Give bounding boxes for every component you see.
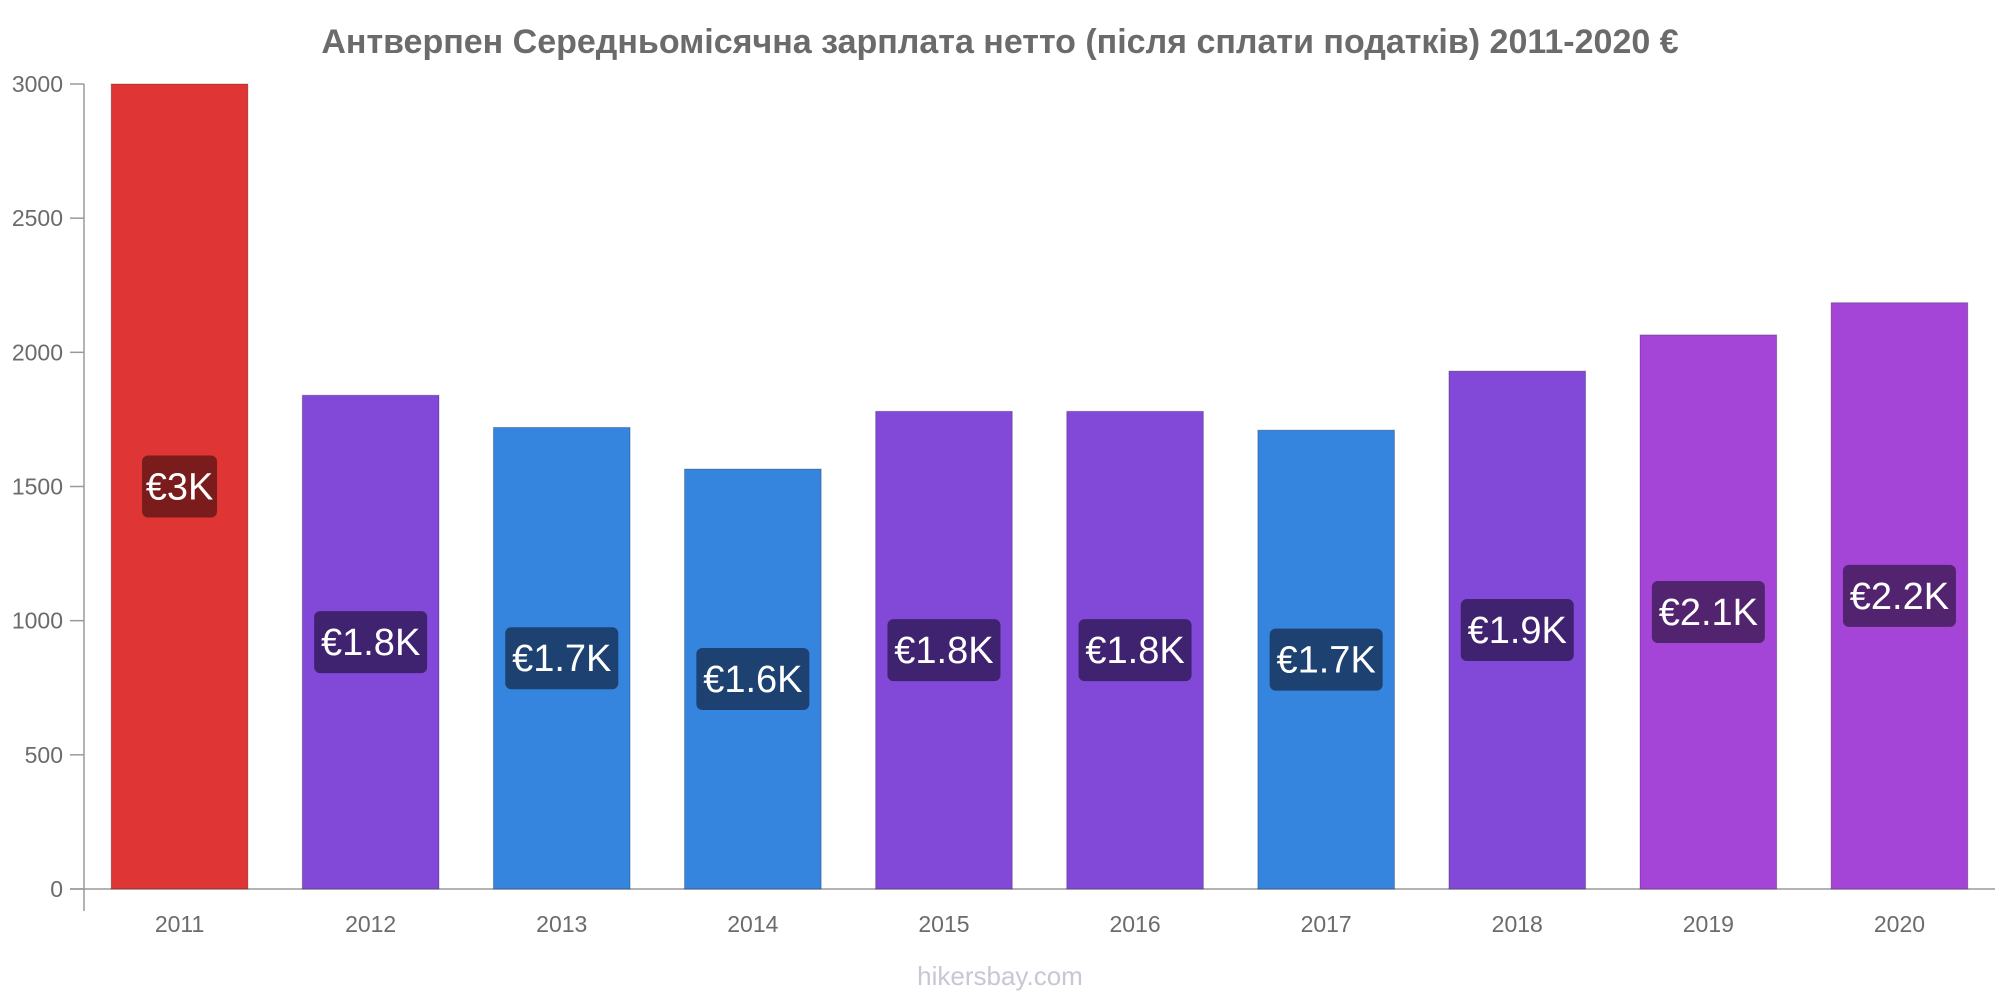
data-label-text: €2.1K [1659,592,1758,634]
y-tick-label: 1500 [12,474,63,500]
data-label-text: €1.8K [1085,630,1184,672]
x-tick-label: 2016 [1109,911,1160,937]
data-label-text: €1.9K [1468,610,1567,652]
data-label-box [1842,564,1956,627]
chart-title: Антверпен Середньомісячна зарплата нетто… [321,23,1678,61]
x-tick-label: 2012 [345,911,396,937]
data-label-box [1460,599,1574,662]
watermark: hikersbay.com [917,961,1083,991]
data-label-text: €1.6K [703,659,802,701]
x-tick-label: 2015 [918,911,969,937]
data-label-text: €1.8K [321,622,420,664]
data-label-box [1078,619,1192,682]
data-label-text: €1.7K [512,638,611,680]
x-tick-label: 2020 [1874,911,1925,937]
data-label-2016: €1.8K [1078,619,1192,682]
y-axis: 0 500 1000 1500 2000 2500 3000 [12,71,85,911]
data-label-2015: €1.8K [887,619,1001,682]
x-tick-label: 2017 [1301,911,1352,937]
y-tick-label: 1000 [12,608,63,634]
data-label-text: €3K [146,467,214,509]
data-label-2020: €2.2K [1842,564,1956,627]
y-tick-label: 2500 [12,205,63,231]
data-label-box [314,611,428,674]
data-label-2013: €1.7K [505,627,619,690]
data-label-text: €2.2K [1850,576,1949,618]
data-label-2012: €1.8K [314,611,428,674]
bars [110,83,1969,890]
data-label-text: €1.7K [1276,640,1375,682]
bar-2011 [110,83,249,890]
data-label-2017: €1.7K [1269,628,1383,691]
data-label-2019: €2.1K [1651,580,1765,643]
data-label-text: €1.8K [894,630,993,672]
x-tick-label: 2013 [536,911,587,937]
x-tick-label: 2014 [727,911,778,937]
x-tick-label: 2019 [1683,911,1734,937]
data-labels: €3K €1.8K €1.7K €1.6K €1.8K €1.8K €1.7K €1.9K €2… [142,455,1956,711]
x-tick-label: 2018 [1492,911,1543,937]
data-label-2018: €1.9K [1460,599,1574,662]
x-tick-label: 2011 [155,911,204,937]
data-label-box [1269,628,1383,691]
data-label-2014: €1.6K [696,648,810,711]
y-tick-label: 3000 [12,71,63,97]
y-tick-label: 0 [50,876,63,902]
data-label-box [142,455,218,518]
data-label-2011: €3K [142,455,218,518]
data-label-box [696,648,810,711]
data-label-box [505,627,619,690]
data-label-box [887,619,1001,682]
x-axis: 2011 2012 2013 2014 2015 2016 2017 2018 2019 2020 [70,888,1995,937]
y-tick-label: 500 [25,742,63,768]
data-label-box [1651,580,1765,643]
y-tick-label: 2000 [12,339,63,365]
